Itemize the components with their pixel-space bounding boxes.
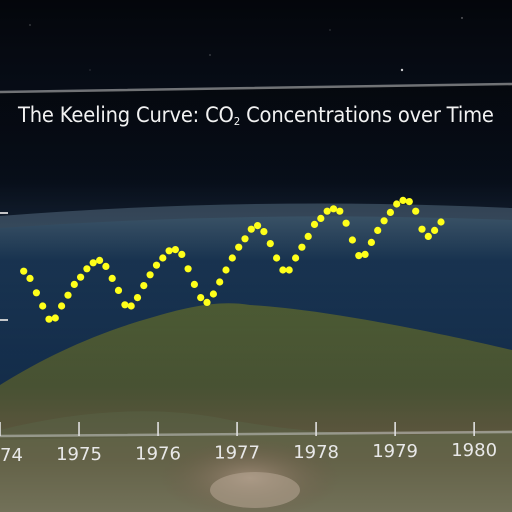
data-point xyxy=(374,226,382,234)
data-point xyxy=(39,302,47,310)
data-points xyxy=(20,196,445,323)
data-point xyxy=(184,265,192,273)
x-axis: 1974 1975 1976 1977 1978 1979 1980 xyxy=(0,422,497,466)
data-point xyxy=(96,256,104,264)
data-point xyxy=(399,196,407,204)
x-tick-label: 1974 xyxy=(0,445,23,466)
data-point xyxy=(247,225,255,233)
data-point xyxy=(133,294,142,302)
data-point xyxy=(418,225,426,233)
data-point xyxy=(380,217,388,225)
data-point xyxy=(178,250,186,258)
data-point xyxy=(342,219,350,227)
crater-core xyxy=(210,472,300,508)
data-point xyxy=(367,238,375,246)
data-point xyxy=(121,301,129,309)
data-point xyxy=(108,274,116,282)
x-tick-label: 1976 xyxy=(135,443,181,464)
data-point xyxy=(310,220,319,228)
title-prefix: The Keeling Curve: CO xyxy=(18,103,234,127)
title-suffix: Concentrations over Time xyxy=(240,103,494,127)
data-point xyxy=(292,254,300,262)
data-point xyxy=(222,266,230,274)
data-point xyxy=(83,265,91,273)
data-point xyxy=(70,280,78,288)
x-tick-label: 1975 xyxy=(56,444,102,465)
x-tick-label: 1977 xyxy=(214,443,260,464)
chart-panel xyxy=(0,84,512,440)
data-point xyxy=(273,254,281,262)
data-point xyxy=(260,228,268,236)
data-point xyxy=(26,274,34,282)
data-point xyxy=(146,271,154,279)
star-field xyxy=(29,17,463,72)
data-point xyxy=(329,205,338,213)
chart-title: The Keeling Curve: CO2 Concentrations ov… xyxy=(18,103,494,128)
data-point xyxy=(171,246,179,254)
x-tick-label: 1978 xyxy=(293,442,339,463)
data-point xyxy=(127,302,135,310)
data-point xyxy=(216,278,224,286)
data-point xyxy=(437,218,445,226)
data-point xyxy=(102,262,110,270)
data-point xyxy=(266,240,274,248)
data-point xyxy=(140,282,148,290)
panel-frame xyxy=(0,82,512,438)
data-point xyxy=(20,267,28,275)
data-point xyxy=(32,289,41,297)
data-point xyxy=(58,302,66,310)
data-point xyxy=(393,200,401,208)
data-point xyxy=(89,259,97,267)
data-point xyxy=(165,247,173,255)
data-point xyxy=(298,243,306,251)
data-point xyxy=(203,298,211,306)
x-tick-label: 1979 xyxy=(372,441,418,462)
x-tick-label: 1980 xyxy=(451,440,497,461)
data-point xyxy=(152,261,161,269)
data-point xyxy=(386,208,394,216)
data-point xyxy=(317,214,325,222)
data-point xyxy=(361,250,369,258)
data-point xyxy=(323,207,331,215)
data-point xyxy=(412,207,420,215)
data-point xyxy=(405,198,413,206)
data-point xyxy=(431,226,439,234)
data-point xyxy=(77,273,85,281)
data-point xyxy=(159,254,167,262)
data-point xyxy=(197,294,205,302)
data-point xyxy=(336,207,344,215)
data-point xyxy=(228,254,236,262)
data-point xyxy=(64,291,72,299)
data-point xyxy=(235,243,243,251)
title-subscript: 2 xyxy=(233,115,241,128)
data-point xyxy=(190,280,198,288)
data-point xyxy=(51,314,59,322)
data-point xyxy=(241,235,249,243)
data-point xyxy=(304,232,312,240)
data-point xyxy=(355,252,363,260)
data-point xyxy=(114,286,123,294)
data-point xyxy=(254,222,262,230)
data-point xyxy=(285,266,293,274)
data-point xyxy=(209,290,217,298)
data-point xyxy=(424,232,432,240)
data-point xyxy=(45,315,53,323)
data-point xyxy=(348,236,356,244)
data-point xyxy=(279,266,287,274)
